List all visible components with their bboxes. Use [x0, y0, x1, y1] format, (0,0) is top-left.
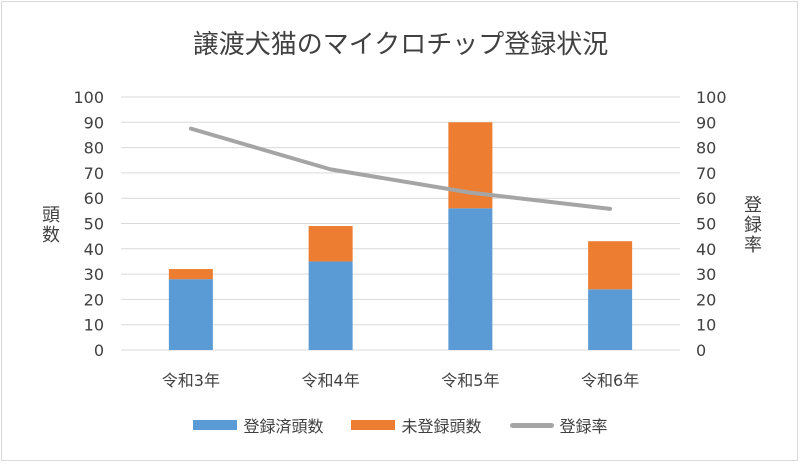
- y-tick-label: 50: [84, 215, 104, 234]
- legend-label-unregistered: 未登録頭数: [401, 417, 482, 436]
- y2-tick-label: 10: [696, 316, 716, 335]
- y2-tick-label: 20: [696, 290, 716, 309]
- legend: 登録済頭数 未登録頭数 登録率: [0, 413, 801, 437]
- x-tick-label: 令和5年: [441, 371, 499, 390]
- y-tick-label: 60: [84, 189, 104, 208]
- y-tick-label: 0: [94, 341, 104, 360]
- y2-tick-label: 0: [696, 341, 706, 360]
- y2-tick-label: 60: [696, 189, 716, 208]
- y-tick-label: 20: [84, 290, 104, 309]
- bar-unregistered: [168, 269, 213, 280]
- y2-tick-label: 50: [696, 215, 716, 234]
- legend-label-rate: 登録率: [559, 417, 608, 436]
- y-tick-label: 100: [73, 88, 104, 107]
- legend-item-rate: 登録率: [509, 413, 608, 437]
- y2-tick-label: 90: [696, 113, 716, 132]
- y2-axis-label: 登録率: [741, 195, 762, 255]
- bar-registered: [168, 279, 213, 350]
- legend-item-unregistered: 未登録頭数: [351, 413, 482, 437]
- legend-swatch-registered: [193, 420, 238, 430]
- bar-registered: [308, 261, 353, 350]
- x-tick-label: 令和4年: [302, 371, 360, 390]
- legend-item-registered: 登録済頭数: [193, 413, 323, 437]
- y-tick-label: 30: [84, 265, 104, 284]
- y2-tick-label: 30: [696, 265, 716, 284]
- bar-registered: [588, 289, 633, 350]
- x-tick-label: 令和6年: [581, 371, 639, 390]
- y-tick-label: 70: [84, 164, 104, 183]
- line-registration-rate: [188, 126, 613, 211]
- y-tick-label: 10: [84, 316, 104, 335]
- y2-tick-label: 40: [696, 240, 716, 259]
- chart-title: 譲渡犬猫のマイクロチップ登録状況: [192, 30, 609, 60]
- y-tick-label: 80: [84, 139, 104, 158]
- x-tick-label: 令和3年: [162, 371, 220, 390]
- y2-tick-label: 100: [696, 88, 727, 107]
- y-tick-label: 40: [84, 240, 104, 259]
- y2-tick-label: 80: [696, 139, 716, 158]
- legend-swatch-unregistered: [351, 420, 396, 430]
- bar-registered: [448, 208, 493, 350]
- y-axis-label: 頭数: [39, 205, 60, 245]
- legend-label-registered: 登録済頭数: [243, 417, 324, 436]
- y2-tick-label: 70: [696, 164, 716, 183]
- bar-unregistered: [588, 241, 633, 290]
- legend-swatch-rate: [509, 422, 554, 428]
- bar-unregistered: [308, 226, 353, 262]
- y-tick-label: 90: [84, 113, 104, 132]
